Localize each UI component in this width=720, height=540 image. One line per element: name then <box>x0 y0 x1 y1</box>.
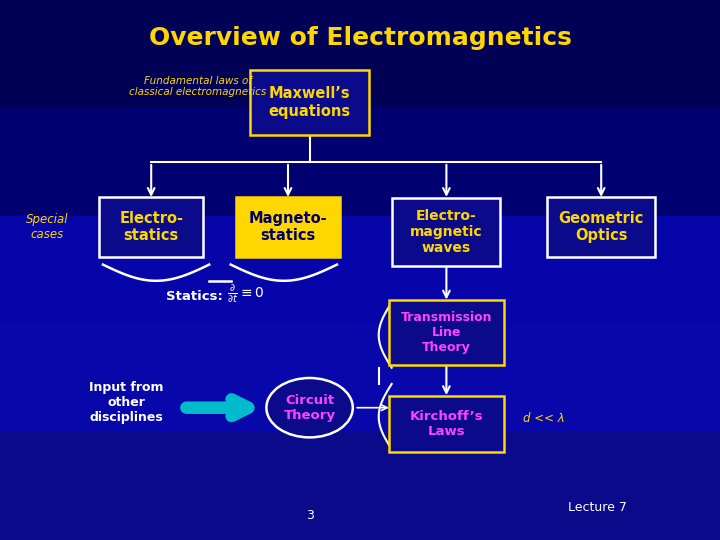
Text: Kirchoff’s
Laws: Kirchoff’s Laws <box>410 410 483 438</box>
Bar <box>0 0 720 108</box>
Text: Circuit
Theory: Circuit Theory <box>284 394 336 422</box>
Bar <box>0 432 720 540</box>
Bar <box>0 324 720 432</box>
Text: Maxwell’s
equations: Maxwell’s equations <box>269 86 351 119</box>
Text: Statics:: Statics: <box>166 291 222 303</box>
Text: Lecture 7: Lecture 7 <box>568 501 627 514</box>
Text: 3: 3 <box>306 509 313 522</box>
Text: Input from
other
disciplines: Input from other disciplines <box>89 381 163 424</box>
Bar <box>0 108 720 216</box>
FancyBboxPatch shape <box>389 395 504 453</box>
Text: Geometric
Optics: Geometric Optics <box>559 211 644 243</box>
FancyBboxPatch shape <box>236 197 341 256</box>
Bar <box>0 216 720 324</box>
Text: Transmission
Line
Theory: Transmission Line Theory <box>400 310 492 354</box>
Text: $\frac{\partial}{\partial t} \equiv 0$: $\frac{\partial}{\partial t} \equiv 0$ <box>227 283 264 306</box>
FancyBboxPatch shape <box>392 199 500 266</box>
Text: d << λ: d << λ <box>523 412 564 425</box>
FancyBboxPatch shape <box>251 70 369 135</box>
Text: Fundamental laws of
classical electromagnetics: Fundamental laws of classical electromag… <box>130 76 266 97</box>
Text: Electro-
magnetic
waves: Electro- magnetic waves <box>410 209 482 255</box>
Text: Special
cases: Special cases <box>25 213 68 241</box>
Text: Electro-
statics: Electro- statics <box>120 211 183 243</box>
FancyBboxPatch shape <box>547 197 655 256</box>
Ellipse shape <box>266 378 353 437</box>
FancyBboxPatch shape <box>389 300 504 365</box>
Text: Magneto-
statics: Magneto- statics <box>248 211 328 243</box>
Text: Overview of Electromagnetics: Overview of Electromagnetics <box>148 26 572 50</box>
FancyBboxPatch shape <box>99 197 203 256</box>
